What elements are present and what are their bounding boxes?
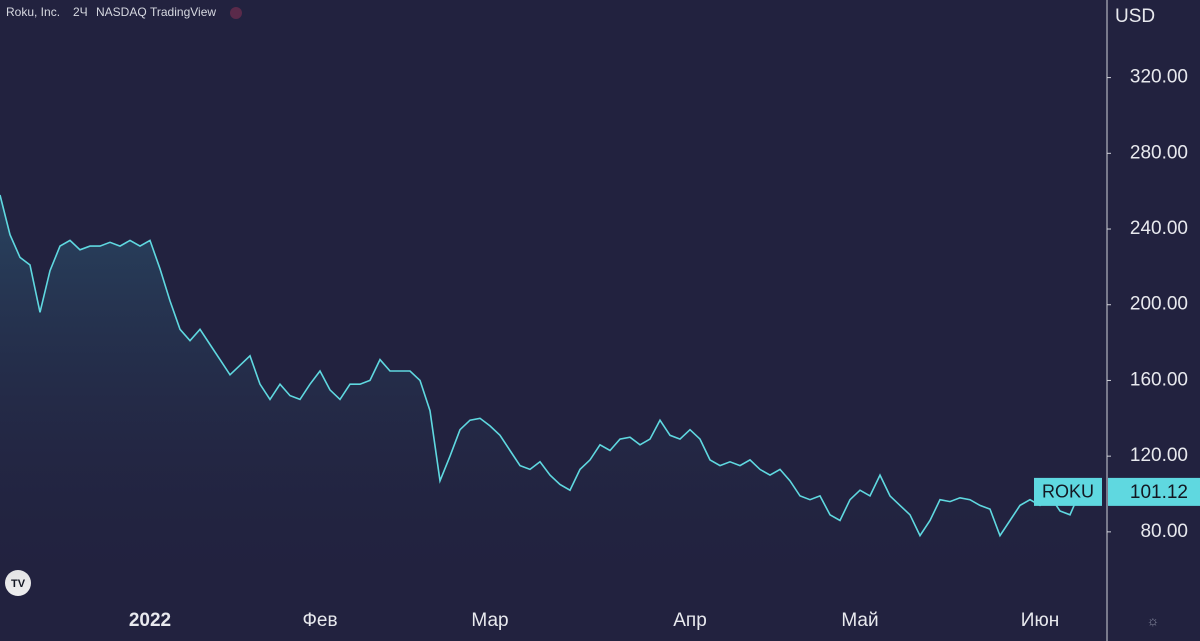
- interval: 2Ч: [73, 5, 88, 19]
- x-tick-label: Май: [841, 610, 878, 631]
- source: TradingView: [150, 5, 216, 19]
- last-price-label: 101.12: [1130, 482, 1188, 503]
- x-tick-label: Мар: [471, 610, 508, 631]
- x-tick-label: 2022: [129, 610, 171, 631]
- symbol-label: ROKU: [1042, 482, 1094, 502]
- y-tick-label: 80.00: [1140, 521, 1188, 542]
- y-tick-label: 160.00: [1130, 369, 1188, 390]
- settings-icon[interactable]: ☼: [1147, 613, 1160, 629]
- y-tick-label: 280.00: [1130, 142, 1188, 163]
- area-fill: [0, 195, 1080, 600]
- exchange: NASDAQ: [96, 5, 147, 19]
- x-tick-label: Фев: [302, 610, 337, 631]
- y-tick-label: 120.00: [1130, 445, 1188, 466]
- status-icon: [230, 7, 242, 19]
- y-tick-label: 240.00: [1130, 218, 1188, 239]
- last-price-box: [1108, 477, 1200, 506]
- y-tick-label: 200.00: [1130, 294, 1188, 315]
- symbol-label-box: [1034, 477, 1102, 506]
- price-line: [0, 194, 1081, 538]
- symbol-title: Roku, Inc.: [6, 5, 60, 19]
- x-tick-label: Июн: [1021, 610, 1059, 631]
- x-tick-label: Апр: [673, 610, 707, 631]
- y-tick-label: 320.00: [1130, 67, 1188, 88]
- currency: USD: [1115, 6, 1155, 27]
